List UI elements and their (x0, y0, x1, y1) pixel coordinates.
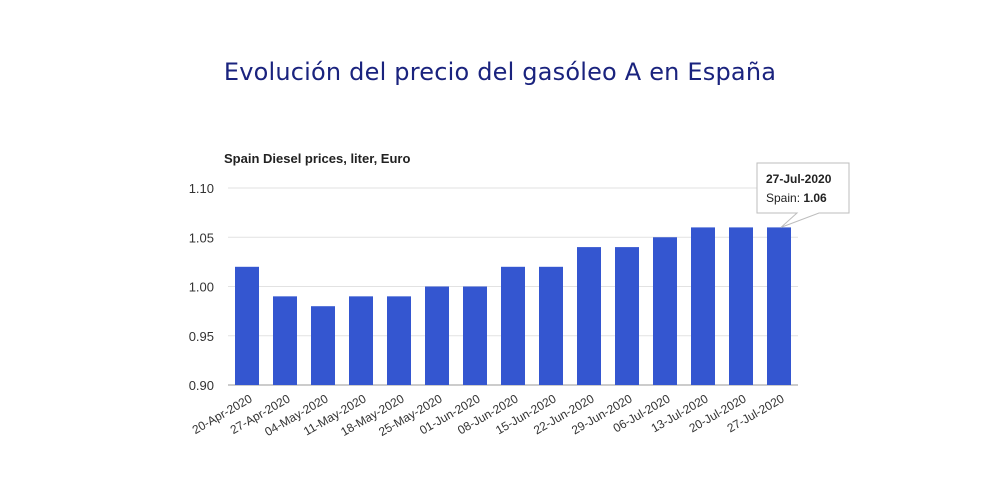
bar (235, 266, 259, 385)
bar (729, 227, 753, 385)
bar (653, 237, 677, 385)
tooltip-box (756, 162, 850, 228)
tooltip-value: 1.06 (803, 191, 827, 205)
bar (273, 296, 297, 385)
bars (235, 227, 791, 385)
y-tick-label: 0.95 (189, 329, 214, 344)
bar (539, 266, 563, 385)
bar (387, 296, 411, 385)
page-title: Evolución del precio del gasóleo A en Es… (223, 58, 777, 86)
bar (615, 247, 639, 385)
bar (349, 296, 373, 385)
bar (425, 286, 449, 385)
y-tick-label: 1.05 (189, 230, 214, 245)
y-tick-label: 0.90 (189, 378, 214, 393)
chart-subtitle: Spain Diesel prices, liter, Euro (224, 151, 410, 166)
y-tick-label: 1.00 (189, 280, 214, 295)
tooltip-value-line: Spain: 1.06 (766, 191, 827, 205)
bar (501, 266, 525, 385)
bar (577, 247, 601, 385)
tooltip: 27-Jul-2020 Spain: 1.06 (756, 162, 850, 228)
bar (463, 286, 487, 385)
tooltip-series-label: Spain: (766, 191, 803, 205)
bar (691, 227, 715, 385)
bar (767, 227, 791, 385)
tooltip-date: 27-Jul-2020 (766, 172, 832, 186)
bar (311, 306, 335, 385)
y-axis: 0.90 0.95 1.00 1.05 1.10 (189, 181, 214, 393)
x-axis: 20-Apr-202027-Apr-202004-May-202011-May-… (190, 391, 787, 439)
y-tick-label: 1.10 (189, 181, 214, 196)
